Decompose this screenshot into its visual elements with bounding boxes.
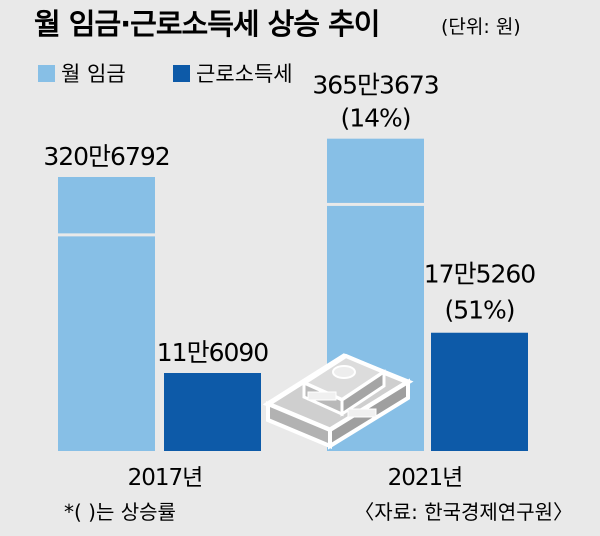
legend-label-income-tax: 근로소득세 <box>196 62 293 86</box>
data-label-income-tax-1: 17만5260 <box>424 260 536 289</box>
money-stack-icon <box>262 353 414 450</box>
bar-monthly-wage-0 <box>58 177 155 452</box>
legend-swatch-income-tax <box>173 65 190 82</box>
growth-footnote: *( )는 상승률 <box>64 500 176 524</box>
data-label-monthly-wage-1: 365만3673 <box>312 71 438 100</box>
growth-label-income-tax-1: (51%) <box>444 296 514 325</box>
bar-income-tax-1 <box>431 332 528 452</box>
x-tick-label-2021: 2021년 <box>388 465 463 491</box>
legend-label-monthly-wage: 월 임금 <box>61 62 126 86</box>
bar-income-tax-0 <box>164 373 261 452</box>
bar-monthly-wage-separator-1 <box>327 202 424 206</box>
data-label-income-tax-0: 11만6090 <box>157 338 269 367</box>
bar-monthly-wage-separator-0 <box>58 233 155 237</box>
unit-label: (단위: 원) <box>441 16 521 38</box>
source-label: 〈자료: 한국경제연구원〉 <box>354 500 573 524</box>
growth-label-monthly-wage-1: (14%) <box>340 104 410 133</box>
x-tick-label-2017: 2017년 <box>128 465 203 491</box>
chart-title: 월 임금·근로소득세 상승 추이 <box>34 7 379 41</box>
legend-swatch-monthly-wage <box>38 65 55 82</box>
data-label-monthly-wage-0: 320만6792 <box>43 142 169 171</box>
